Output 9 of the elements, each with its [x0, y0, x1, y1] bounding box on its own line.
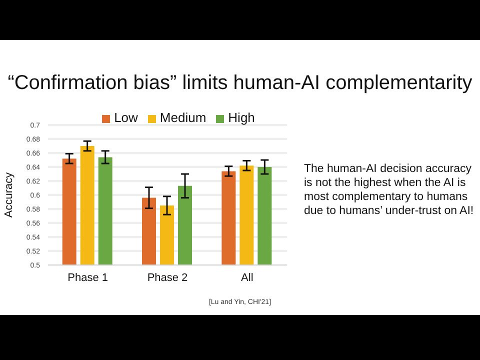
y-axis-title: Accuracy [2, 172, 15, 218]
text: The human-AI decision accuracy is not the highest when the AI is most complementary to humans due to humans’ under-trust on AI! [304, 162, 474, 218]
chart-title: “Confirmation bias” limits human-AI complementarity [6, 72, 474, 95]
legend-label: Medium [160, 110, 206, 125]
legend-label: Low [114, 110, 138, 125]
x-tick-label: Phase 2 [147, 272, 188, 284]
x-tick-label: All [241, 272, 254, 284]
legend-label: High [228, 110, 255, 125]
x-tick-label: Phase 1 [68, 272, 108, 284]
